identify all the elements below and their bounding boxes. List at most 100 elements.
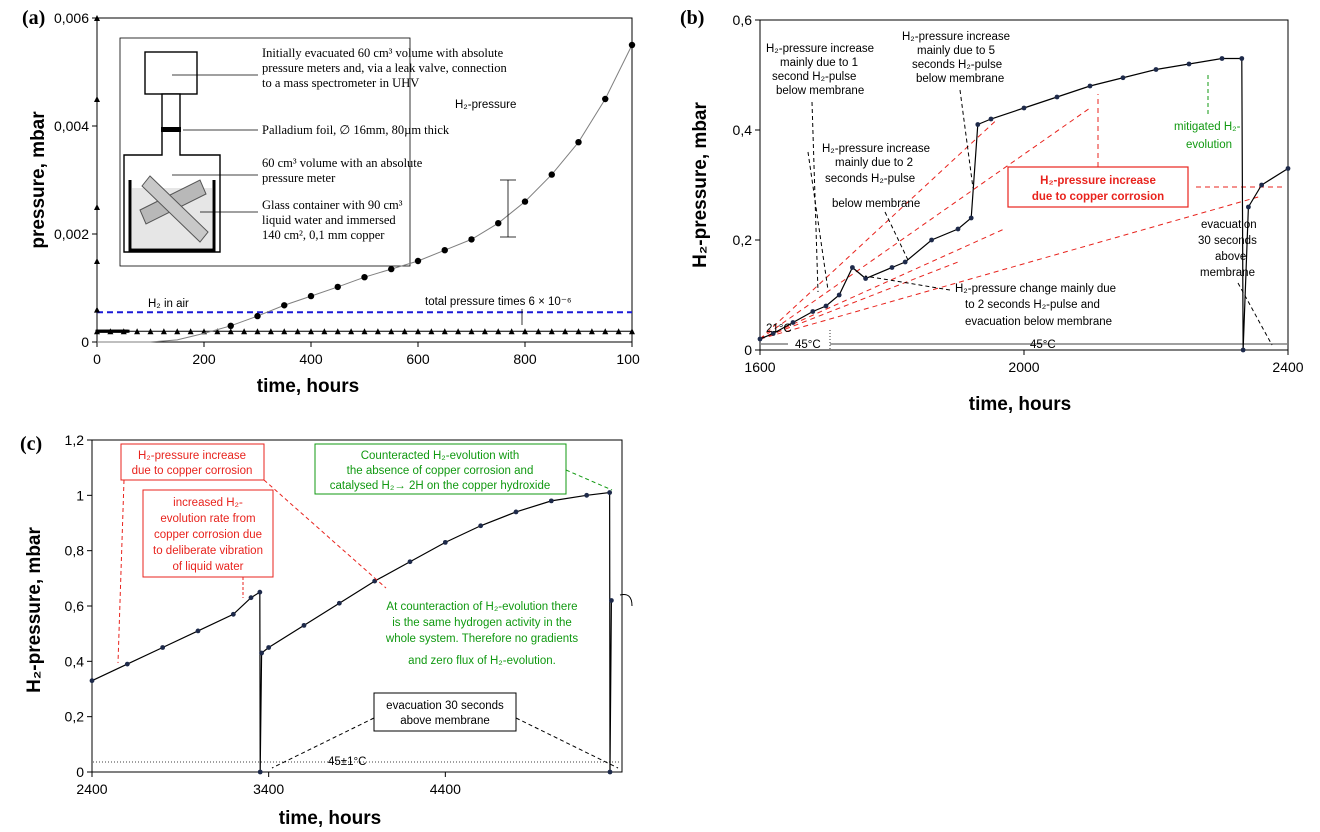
panel-b-chart: (b) 0 0,2 0,4 0,6 1600 2000 2400 H₂-pressure,… <box>680 7 1304 415</box>
panel-b-corrosion-guides <box>759 94 1285 340</box>
panel-b-annotation-change: H₂-pressure change mainly due to 2 secon… <box>864 275 1116 328</box>
total-pressure-marker <box>174 328 181 335</box>
svg-text:seconds H₂-pulse: seconds H₂-pulse <box>912 59 1002 71</box>
b-pressure-point <box>988 116 994 122</box>
h2-pressure-point <box>441 247 448 254</box>
total-pressure-marker <box>94 258 100 264</box>
panel-c-curve-cut <box>619 594 633 607</box>
total-pressure-marker <box>134 328 141 335</box>
total-pressure-marker <box>522 328 528 335</box>
c-pressure-line <box>91 491 613 773</box>
a-xtick-label: 200 <box>192 351 216 367</box>
panel-c-chart: (c) 0 0,2 0,4 0,6 0,8 1 1,2 2400 3400 4400 H₂-pr… <box>20 432 633 829</box>
initial-pressure-marker <box>126 329 130 333</box>
a-xtick-label: 1000 <box>616 351 640 367</box>
total-pressure-marker <box>455 328 462 335</box>
c-ytick-label: 0,2 <box>65 709 85 725</box>
a-xtick-label: 400 <box>299 351 323 367</box>
total-pressure-marker <box>629 328 635 335</box>
c-ytick-label: 0 <box>76 764 84 780</box>
total-pressure-marker <box>94 96 100 102</box>
c-pressure-point <box>607 769 613 775</box>
b-pressure-point <box>1120 75 1126 81</box>
b-pressure-point <box>968 215 974 221</box>
h2-pressure-point <box>548 171 555 178</box>
svg-text:H₂-pressure increase: H₂-pressure increase <box>822 143 930 155</box>
c-ytick-label: 1 <box>76 487 84 503</box>
c-pressure-point <box>336 600 342 606</box>
h2-pressure-point <box>468 236 475 243</box>
b-pressure-point <box>1259 182 1264 188</box>
c-pressure-point <box>607 490 613 495</box>
a-xtick-label: 0 <box>93 351 101 367</box>
panel-b-temp-21: 21°C <box>766 323 792 335</box>
svg-text:increased H₂-: increased H₂- <box>173 497 243 509</box>
svg-text:below membrane: below membrane <box>916 73 1004 85</box>
panel-c-annotation-evac: evacuation 30 seconds above membrane <box>271 692 619 769</box>
total-pressure-marker <box>388 328 395 335</box>
panel-b-annotation-evac: evacuation 30 seconds above membrane <box>1198 219 1273 346</box>
svg-text:membrane: membrane <box>1200 267 1255 279</box>
b-pressure-point <box>1240 347 1246 353</box>
total-pressure-marker <box>415 328 421 335</box>
c-xtick-label: 3400 <box>253 781 284 797</box>
panel-c-annotation-counteracted: Counteracted H₂-evolution with the absen… <box>314 443 613 495</box>
apparatus-schematic: Initially evacuated 60 cm³ volume with a… <box>119 37 507 267</box>
b-pressure-point <box>1021 105 1027 111</box>
panel-b-temp-45a: 45°C <box>795 339 821 351</box>
b-corrosion-guide <box>759 195 1262 340</box>
b-pressure-point <box>902 259 908 265</box>
total-pressure-marker <box>401 328 408 335</box>
svg-text:seconds H₂-pulse: seconds H₂-pulse <box>825 173 915 185</box>
panel-b: (b) 0 0,2 0,4 0,6 1600 2000 2400 H₂-pressure,… <box>640 0 1320 420</box>
svg-text:H₂-pressure change mainly due: H₂-pressure change mainly due <box>955 283 1116 295</box>
panel-c-temp-label: 45±1°C <box>328 756 366 768</box>
b-pressure-point <box>757 336 763 342</box>
panel-a-chart: (a) 0 0,002 0,004 0,006 0 200 400 600 800 1000 p… <box>22 7 640 397</box>
b-xtick-label: 2400 <box>1272 359 1303 375</box>
b-pressure-point <box>1219 56 1225 61</box>
svg-text:copper corrosion due: copper corrosion due <box>154 529 262 541</box>
panel-c: (c) 0 0,2 0,4 0,6 0,8 1 1,2 2400 3400 4400 H₂-pr… <box>0 420 720 832</box>
c-pressure-point <box>160 645 166 650</box>
inset-text-5: 60 cm³ volume with an absolute <box>262 156 423 170</box>
svg-text:H₂-pressure increase: H₂-pressure increase <box>1040 175 1156 187</box>
svg-text:30 seconds: 30 seconds <box>1198 235 1257 247</box>
total-pressure-marker <box>615 328 622 335</box>
h2-pressure-point <box>414 257 422 265</box>
h2-pressure-point <box>334 283 341 291</box>
a-xtick-label: 600 <box>406 351 430 367</box>
panel-a-plot-area <box>96 17 633 343</box>
a-xtick-label: 800 <box>513 351 537 367</box>
b-pressure-point <box>810 309 816 314</box>
svg-text:evolution rate from: evolution rate from <box>160 513 255 525</box>
total-pressure-marker <box>588 328 595 335</box>
svg-text:mainly due to 1: mainly due to 1 <box>780 57 858 69</box>
b-pressure-point <box>1054 94 1060 100</box>
svg-text:At counteraction of H₂-evoluti: At counteraction of H₂-evolution there <box>386 601 577 613</box>
svg-text:H₂-pressure increase: H₂-pressure increase <box>138 450 246 462</box>
b-pressure-point <box>889 265 895 270</box>
h2-pressure-point <box>521 198 529 205</box>
panel-c-xlabel: time, hours <box>279 808 381 829</box>
h2-pressure-point <box>495 220 502 227</box>
b-pressure-point <box>975 122 981 127</box>
svg-text:due to copper corrosion: due to copper corrosion <box>132 465 253 477</box>
b-corrosion-guide <box>759 107 1091 340</box>
h2-pressure-point <box>281 302 288 309</box>
c-pressure-point <box>248 595 254 601</box>
c-pressure-point <box>257 769 263 775</box>
h2-pressure-point <box>602 95 609 103</box>
panel-c-ylabel: H₂-pressure, mbar <box>24 527 45 693</box>
total-pressure-marker <box>94 204 100 210</box>
svg-text:mainly due to 2: mainly due to 2 <box>835 157 913 169</box>
b-xtick-label: 2000 <box>1008 359 1039 375</box>
b-pressure-point <box>1087 83 1093 89</box>
c-pressure-point <box>407 559 413 565</box>
svg-text:evacuation 30 seconds: evacuation 30 seconds <box>386 700 504 712</box>
b-ytick-label: 0,2 <box>733 232 753 248</box>
c-pressure-point <box>230 611 236 617</box>
c-pressure-point <box>301 622 307 628</box>
svg-text:of liquid water: of liquid water <box>173 561 244 573</box>
total-pressure-marker <box>535 328 542 335</box>
